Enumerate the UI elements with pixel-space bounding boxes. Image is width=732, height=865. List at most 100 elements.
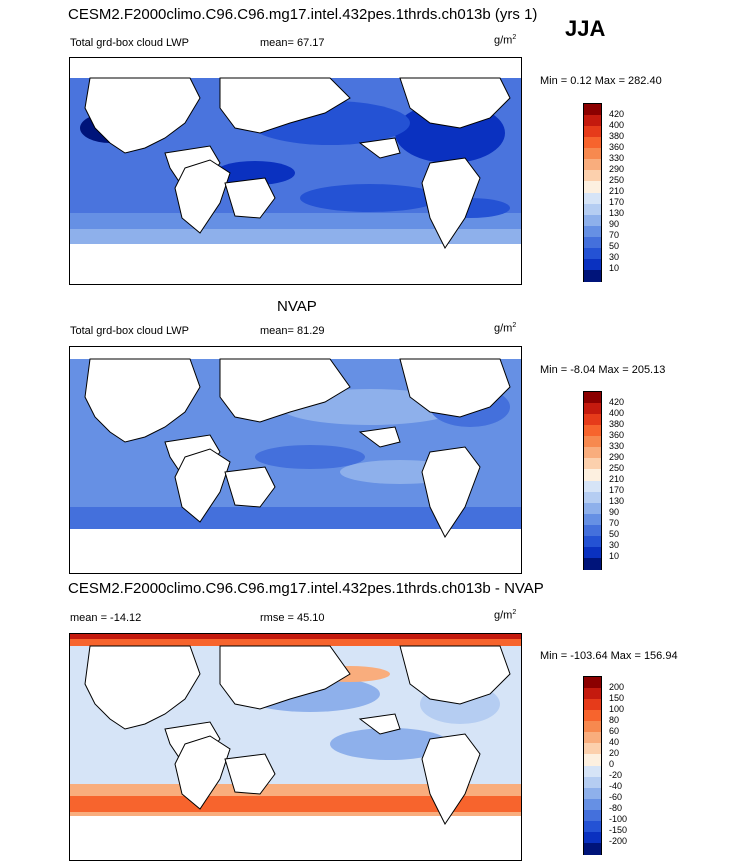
colorbar-tick-label: -40 — [609, 781, 623, 792]
colorbar-tick-label: 420 — [609, 108, 625, 119]
colorbar-tick-label: -60 — [609, 792, 623, 803]
colorbar-segment — [584, 754, 601, 766]
colorbar-segment — [584, 732, 601, 744]
colorbar-segment — [584, 502, 601, 515]
colorbar-segment — [584, 743, 601, 755]
colorbar-segment — [584, 513, 601, 526]
colorbar-tick-label: 30 — [609, 252, 620, 263]
panel2-map — [69, 346, 522, 574]
colorbar-segment — [584, 557, 601, 570]
colorbar-segment — [584, 148, 601, 160]
panel1-title: CESM2.F2000climo.C96.C96.mg17.intel.432p… — [68, 6, 538, 23]
colorbar-segment — [584, 192, 601, 205]
colorbar-segment — [584, 688, 601, 700]
colorbar-tick-label: 170 — [609, 197, 625, 208]
colorbar-tick-label: 150 — [609, 692, 625, 703]
colorbar-tick-label: -150 — [609, 825, 628, 836]
colorbar-tick-label: 20 — [609, 747, 620, 758]
colorbar-segment — [584, 203, 601, 216]
colorbar-segment — [584, 269, 601, 282]
colorbar-tick-label: 80 — [609, 714, 620, 725]
colorbar-tick-label: 210 — [609, 186, 625, 196]
colorbar-segment — [584, 710, 601, 722]
colorbar-tick-label: 400 — [609, 119, 625, 130]
colorbar-tick-label: 290 — [609, 451, 625, 462]
panel2-minmax: Min = -8.04 Max = 205.13 — [540, 364, 666, 376]
colorbar-tick-label: 210 — [609, 474, 625, 484]
panel1-minmax: Min = 0.12 Max = 282.40 — [540, 75, 662, 87]
colorbar-tick-label: 200 — [609, 681, 625, 692]
colorbar-segment — [584, 447, 601, 459]
colorbar-tick-label: 90 — [609, 219, 620, 230]
colorbar-segment — [584, 458, 601, 470]
colorbar-segment — [584, 137, 601, 149]
colorbar-tick-label: 70 — [609, 518, 620, 529]
colorbar-segment — [584, 787, 601, 800]
panel3-map — [69, 633, 522, 861]
colorbar-segment — [584, 831, 601, 844]
colorbar-segment — [584, 765, 601, 778]
colorbar-tick-label: 250 — [609, 174, 625, 185]
colorbar-tick-label: 40 — [609, 736, 620, 747]
panel3-rmse: rmse = 45.10 — [260, 612, 325, 624]
panel3-minmax: Min = -103.64 Max = 156.94 — [540, 650, 678, 662]
panel2-field-label: Total grd-box cloud LWP — [70, 325, 190, 337]
colorbar-tick-label: 130 — [609, 208, 625, 219]
colorbar-segment — [584, 820, 601, 833]
colorbar-tick-label: 10 — [609, 263, 620, 274]
colorbar-segment — [584, 225, 601, 238]
colorbar-tick-label: 290 — [609, 163, 625, 174]
colorbar-tick-label: 50 — [609, 241, 620, 252]
colorbar-tick-label: 400 — [609, 407, 625, 418]
colorbar-segment — [584, 170, 601, 182]
colorbar-segment — [584, 258, 601, 271]
panel2-units: g/m2 — [494, 322, 517, 335]
colorbar-segment — [584, 436, 601, 448]
colorbar-tick-label: 130 — [609, 496, 625, 507]
colorbar-segment — [584, 798, 601, 811]
colorbar-segment — [584, 392, 601, 404]
colorbar-tick-label: 30 — [609, 540, 620, 551]
colorbar-tick-label: 100 — [609, 703, 625, 714]
colorbar-tick-label: 330 — [609, 440, 625, 451]
colorbar-tick-label: 380 — [609, 130, 625, 141]
colorbar-tick-label: -100 — [609, 814, 628, 825]
colorbar-segment — [584, 115, 601, 127]
colorbar-tick-label: 380 — [609, 418, 625, 429]
colorbar-segment — [584, 480, 601, 493]
colorbar-tick-label: 170 — [609, 485, 625, 496]
colorbar-tick-label: 60 — [609, 725, 620, 736]
colorbar-segment — [584, 247, 601, 260]
colorbar-tick-label: 360 — [609, 429, 625, 440]
panel3-units: g/m2 — [494, 609, 517, 622]
colorbar-segment — [584, 546, 601, 559]
panel1-field-label: Total grd-box cloud LWP — [70, 37, 190, 49]
colorbar-tick-label: 0 — [609, 759, 615, 769]
colorbar-segment — [584, 469, 601, 481]
panel3-title: CESM2.F2000climo.C96.C96.mg17.intel.432p… — [68, 580, 544, 597]
colorbar-segment — [584, 699, 601, 711]
panel2-mean: mean= 81.29 — [260, 325, 325, 337]
colorbar-segment — [584, 524, 601, 537]
colorbar-tick-label: 10 — [609, 551, 620, 562]
colorbar-segment — [584, 181, 601, 193]
colorbar-tick-label: 250 — [609, 462, 625, 473]
panel1-colorbar — [583, 103, 602, 282]
colorbar-tick-label: -20 — [609, 770, 623, 781]
colorbar-segment — [584, 535, 601, 548]
colorbar-tick-label: 360 — [609, 141, 625, 152]
colorbar-tick-label: -80 — [609, 803, 623, 814]
colorbar-tick-label: 330 — [609, 152, 625, 163]
colorbar-tick-label: -200 — [609, 836, 628, 847]
colorbar-segment — [584, 214, 601, 227]
panel3-mean: mean = -14.12 — [70, 612, 142, 624]
colorbar-segment — [584, 159, 601, 171]
colorbar-segment — [584, 721, 601, 733]
colorbar-segment — [584, 104, 601, 116]
colorbar-segment — [584, 842, 601, 855]
panel2-title: NVAP — [277, 298, 317, 315]
colorbar-segment — [584, 677, 601, 689]
colorbar-segment — [584, 403, 601, 415]
colorbar-segment — [584, 236, 601, 249]
panel1-mean: mean= 67.17 — [260, 37, 325, 49]
